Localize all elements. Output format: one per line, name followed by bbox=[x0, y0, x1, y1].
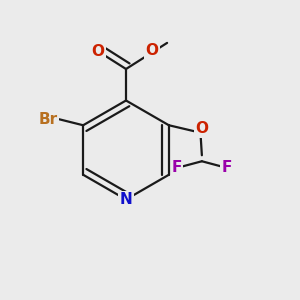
Text: Br: Br bbox=[39, 112, 58, 127]
Text: N: N bbox=[120, 192, 132, 207]
Text: O: O bbox=[91, 44, 104, 59]
Text: O: O bbox=[195, 121, 208, 136]
Text: F: F bbox=[172, 160, 182, 175]
Text: F: F bbox=[222, 160, 232, 175]
Text: O: O bbox=[146, 44, 159, 59]
